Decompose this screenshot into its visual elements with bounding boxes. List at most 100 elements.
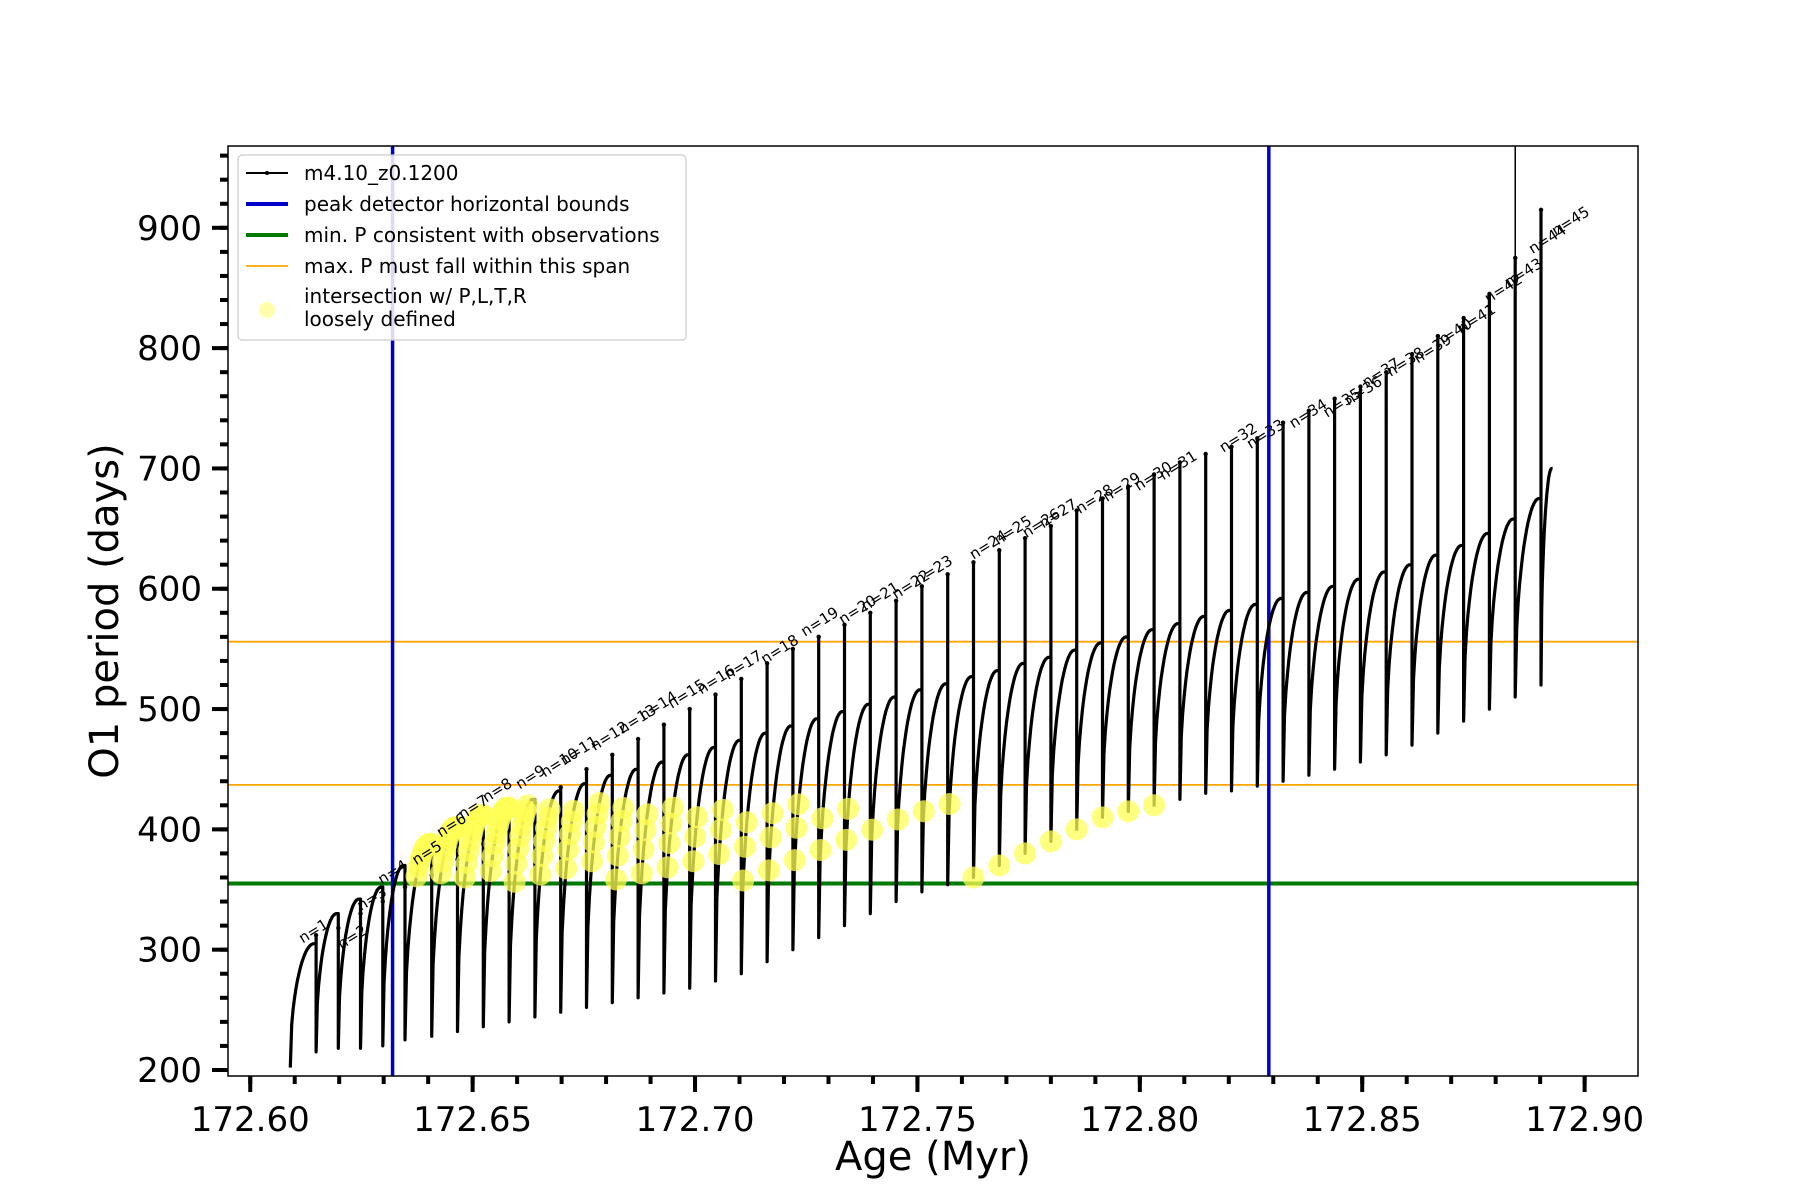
- legend-label-model: m4.10_z0.1200: [304, 161, 459, 185]
- spike-point: [358, 911, 363, 916]
- x-tick-label: 172.90: [1525, 1100, 1644, 1140]
- intersection-point: [759, 826, 782, 849]
- spike-point: [971, 560, 976, 565]
- intersection-cluster: [453, 803, 495, 889]
- legend-label-intersection: intersection w/ P,L,T,R: [304, 284, 527, 308]
- legend-label-peak-bounds: peak detector horizontal bounds: [304, 192, 630, 216]
- intersection-cluster: [630, 803, 659, 885]
- legend-label-max-period: max. P must fall within this span: [304, 254, 630, 278]
- spike-point: [1022, 536, 1028, 541]
- intersection-cluster: [1065, 818, 1088, 841]
- x-tick-label: 172.65: [413, 1100, 532, 1140]
- intersection-point: [632, 838, 655, 861]
- x-axis-title: Age (Myr): [835, 1134, 1031, 1180]
- legend-swatch-black-marker: [265, 171, 269, 175]
- intersection-point: [938, 793, 961, 816]
- intersection-point: [733, 835, 756, 858]
- intersection-cluster: [529, 798, 561, 886]
- intersection-point: [783, 849, 806, 872]
- intersection-point: [1065, 818, 1088, 841]
- spike-point: [380, 899, 385, 904]
- legend: m4.10_z0.1200 peak detector horizontal b…: [237, 154, 687, 341]
- spike-point: [1538, 207, 1544, 212]
- spike-point: [313, 933, 319, 938]
- spike-point: [336, 925, 341, 931]
- intersection-point: [581, 850, 604, 873]
- intersection-point: [636, 803, 659, 826]
- x-axis: 172.60 172.65 172.70 172.75 172.80 172.85 172.…: [191, 1076, 1644, 1140]
- intersection-point: [757, 859, 780, 882]
- x-tick-label: 172.75: [858, 1100, 977, 1140]
- spike-point: [661, 722, 667, 727]
- spike-point: [1487, 291, 1492, 297]
- intersection-point: [606, 844, 629, 867]
- intersection-point: [1014, 842, 1037, 865]
- spike-point: [1255, 436, 1260, 441]
- intersection-point: [809, 838, 832, 861]
- intersection-point: [711, 798, 734, 821]
- spike-point: [1306, 408, 1312, 413]
- spike-point: [1280, 420, 1286, 425]
- spike-point: [1203, 451, 1208, 457]
- spike-point: [1435, 333, 1441, 339]
- spike-point: [713, 692, 718, 697]
- intersection-point: [662, 796, 685, 819]
- intersection-cluster: [732, 811, 758, 892]
- spike-point: [1151, 472, 1157, 477]
- intersection-cluster: [962, 866, 985, 889]
- spike-point: [816, 634, 821, 640]
- intersection-point: [861, 818, 884, 841]
- intersection-cluster: [886, 808, 909, 831]
- intersection-point: [684, 825, 707, 848]
- y-tick-label: 600: [137, 570, 202, 610]
- spike-point: [919, 584, 925, 589]
- legend-swatch-yellow-marker: [259, 302, 275, 318]
- legend-label-min-period: min. P consistent with observations: [304, 223, 660, 247]
- intersection-point: [555, 857, 578, 880]
- spike-point: [790, 646, 796, 652]
- spike-point: [635, 736, 641, 742]
- spike-point: [1229, 444, 1234, 449]
- spike-point: [402, 884, 408, 890]
- intersection-point: [962, 866, 985, 889]
- intersection-cluster: [555, 799, 585, 880]
- spike-point: [1100, 496, 1105, 501]
- intersection-point: [1117, 800, 1140, 823]
- spike-point: [1177, 460, 1183, 465]
- x-tick-label: 172.85: [1303, 1100, 1422, 1140]
- intersection-cluster: [809, 807, 834, 861]
- spike-point: [945, 572, 950, 577]
- intersection-point: [787, 793, 810, 816]
- spike-point: [1358, 384, 1363, 389]
- legend-label-intersection-line2: loosely defined: [304, 307, 456, 331]
- intersection-point: [988, 854, 1011, 877]
- intersection-markers: [405, 791, 1166, 893]
- y-tick-label: 900: [137, 209, 202, 249]
- spike-point: [739, 676, 744, 682]
- intersection-point: [604, 868, 627, 891]
- intersection-cluster: [708, 798, 734, 866]
- intersection-cluster: [1091, 806, 1114, 829]
- intersection-cluster: [757, 802, 784, 882]
- spike-point: [1461, 315, 1466, 321]
- intersection-point: [529, 863, 552, 886]
- spike-point: [868, 610, 873, 616]
- intersection-point: [538, 798, 561, 821]
- spike-point: [558, 785, 563, 790]
- y-tick-label: 700: [137, 449, 202, 489]
- intersection-point: [588, 791, 611, 814]
- intersection-point: [660, 812, 683, 835]
- x-tick-label: 172.60: [191, 1100, 310, 1140]
- intersection-point: [562, 799, 585, 822]
- intersection-cluster: [604, 796, 635, 891]
- intersection-cluster: [1039, 830, 1062, 853]
- intersection-point: [686, 806, 709, 829]
- spike-point: [893, 598, 899, 603]
- y-tick-label: 500: [137, 690, 202, 730]
- y-tick-label: 400: [137, 810, 202, 850]
- intersection-point: [1039, 830, 1062, 853]
- intersection-point: [735, 811, 758, 834]
- spike-point: [610, 752, 615, 757]
- spike-point: [764, 661, 770, 666]
- spike-point: [1126, 484, 1131, 489]
